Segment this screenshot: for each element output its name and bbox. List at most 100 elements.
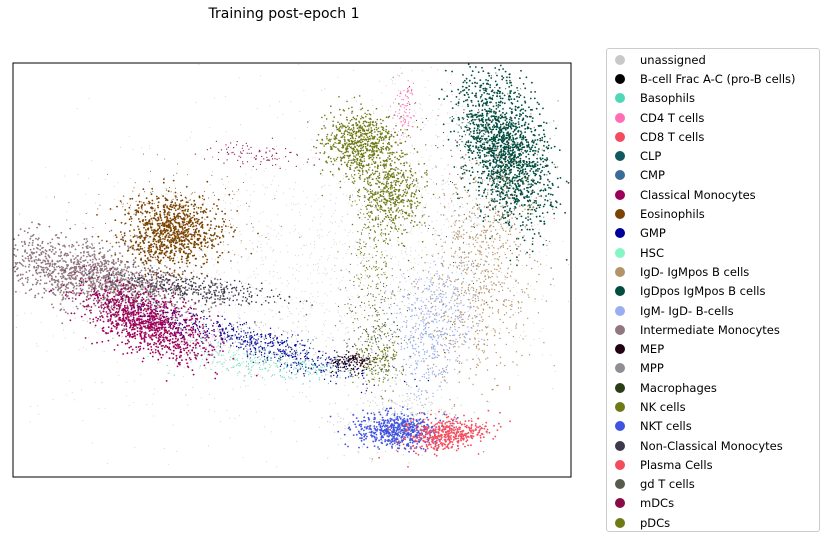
- data-point: [343, 175, 345, 177]
- data-point: [399, 327, 401, 329]
- data-point: [74, 399, 76, 401]
- data-point: [351, 165, 353, 166]
- data-point: [131, 197, 134, 200]
- data-point: [318, 237, 320, 239]
- data-point: [295, 254, 296, 256]
- data-point: [246, 190, 248, 192]
- data-point: [428, 397, 430, 399]
- data-point: [425, 204, 427, 206]
- data-point: [333, 372, 335, 373]
- data-point: [460, 296, 461, 298]
- data-point: [341, 244, 343, 246]
- data-point: [373, 204, 374, 205]
- data-point: [176, 343, 179, 345]
- data-point: [77, 265, 80, 268]
- data-point: [81, 245, 83, 247]
- data-point: [157, 334, 160, 337]
- data-point: [83, 264, 86, 266]
- data-point: [159, 295, 162, 297]
- data-point: [270, 247, 272, 249]
- data-point: [525, 336, 527, 338]
- data-point: [252, 287, 254, 289]
- data-point: [138, 349, 141, 352]
- data-point: [430, 66, 432, 68]
- data-point: [70, 267, 73, 270]
- data-point: [125, 318, 128, 320]
- data-point: [157, 293, 160, 296]
- data-point: [457, 373, 459, 375]
- data-point: [434, 166, 436, 168]
- data-point: [248, 336, 250, 338]
- data-point: [114, 316, 117, 318]
- data-point: [339, 421, 341, 423]
- data-point: [100, 301, 103, 304]
- data-point: [128, 135, 130, 137]
- data-point: [177, 257, 179, 258]
- data-point: [152, 282, 155, 284]
- data-point: [149, 264, 152, 267]
- data-point: [359, 173, 361, 174]
- data-point: [112, 260, 115, 263]
- data-point: [374, 396, 376, 398]
- data-point: [437, 136, 439, 138]
- data-point: [224, 207, 226, 209]
- data-point: [130, 178, 131, 179]
- data-point: [169, 369, 171, 371]
- data-point: [44, 267, 47, 269]
- data-point: [403, 219, 405, 221]
- data-point: [101, 283, 104, 286]
- data-point: [190, 332, 192, 334]
- data-point: [88, 337, 90, 339]
- data-point: [53, 263, 56, 266]
- data-point: [344, 315, 346, 316]
- data-point: [428, 193, 430, 195]
- data-point: [419, 227, 421, 229]
- data-point: [276, 145, 278, 147]
- data-point: [164, 301, 167, 303]
- data-point: [244, 375, 246, 377]
- data-point: [460, 404, 462, 406]
- data-point: [18, 214, 20, 216]
- data-point: [83, 292, 86, 295]
- data-point: [391, 256, 393, 258]
- data-point: [50, 279, 53, 281]
- data-point: [223, 271, 225, 273]
- data-point: [315, 264, 317, 266]
- data-point: [83, 251, 85, 254]
- data-point: [87, 298, 90, 300]
- data-point: [55, 251, 57, 254]
- data-point: [222, 220, 225, 223]
- data-point: [51, 246, 54, 249]
- data-point: [155, 281, 158, 284]
- data-point: [130, 261, 132, 263]
- data-point: [369, 357, 371, 359]
- data-point: [74, 317, 76, 319]
- data-point: [136, 292, 139, 295]
- data-point: [213, 314, 215, 316]
- data-point: [93, 302, 95, 305]
- data-point: [191, 317, 194, 320]
- data-point: [424, 124, 426, 126]
- data-point: [180, 337, 183, 340]
- data-point: [269, 308, 271, 310]
- data-point: [41, 250, 44, 253]
- data-point: [274, 342, 276, 344]
- data-point: [83, 270, 86, 272]
- data-point: [28, 227, 30, 230]
- data-point: [116, 326, 118, 329]
- data-point: [216, 373, 219, 375]
- data-point: [155, 315, 158, 318]
- data-point: [13, 254, 16, 256]
- data-point: [350, 254, 352, 256]
- data-point: [140, 318, 143, 321]
- data-point: [214, 227, 216, 230]
- data-point: [194, 302, 197, 305]
- data-point: [455, 222, 457, 224]
- data-point: [118, 293, 121, 296]
- data-point: [264, 350, 266, 352]
- data-point: [73, 261, 76, 263]
- data-point: [483, 179, 485, 181]
- data-point: [333, 239, 335, 241]
- data-point: [381, 415, 383, 417]
- data-point: [55, 286, 57, 289]
